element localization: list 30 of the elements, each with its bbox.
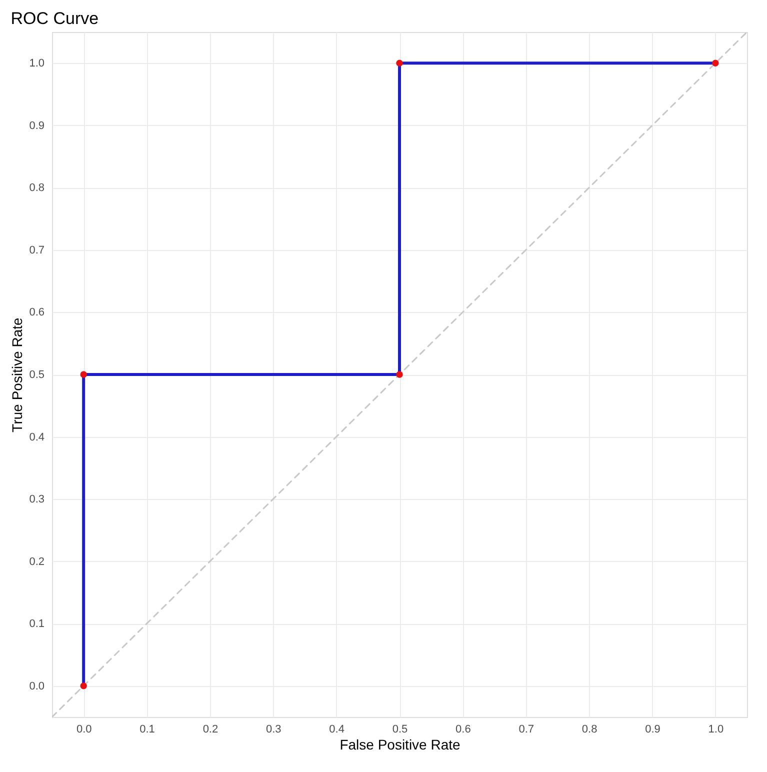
point xyxy=(712,60,719,66)
x-tick-label: 0.6 xyxy=(456,724,471,736)
y-tick-label: 0.4 xyxy=(29,431,44,444)
y-tick-label: 1.0 xyxy=(29,58,44,70)
x-tick-label: 0.0 xyxy=(76,724,92,736)
x-tick-label: 0.2 xyxy=(202,724,218,736)
y-axis-title: True Positive Rate xyxy=(9,317,26,432)
y-tick-label: 0.3 xyxy=(29,494,44,506)
point xyxy=(396,60,403,66)
y-tick-label: 0.7 xyxy=(29,244,44,256)
y-tick-label: 0.8 xyxy=(29,182,44,194)
y-tick-label: 0.9 xyxy=(29,120,44,132)
y-tick-label: 0.1 xyxy=(29,618,44,630)
x-tick-label: 0.7 xyxy=(518,724,534,736)
point xyxy=(396,371,403,378)
point xyxy=(80,682,87,690)
x-tick-label: 0.3 xyxy=(266,724,282,736)
x-tick-label: 1.0 xyxy=(708,724,724,736)
x-tick-label: 0.5 xyxy=(392,724,408,736)
x-tick-label: 0.1 xyxy=(140,724,155,736)
x-tick-label: 0.4 xyxy=(329,724,344,736)
x-tick-label: 0.9 xyxy=(645,724,660,736)
y-tick-label: 0.0 xyxy=(29,680,44,692)
x-tick-label: 0.8 xyxy=(582,724,598,736)
y-tick-label: 0.2 xyxy=(29,556,44,568)
x-axis-title: False Positive Rate xyxy=(340,736,461,752)
point xyxy=(80,371,87,378)
y-tick-label: 0.6 xyxy=(29,306,44,319)
chart-title: ROC Curve xyxy=(10,9,99,28)
y-tick-label: 0.5 xyxy=(29,369,44,381)
